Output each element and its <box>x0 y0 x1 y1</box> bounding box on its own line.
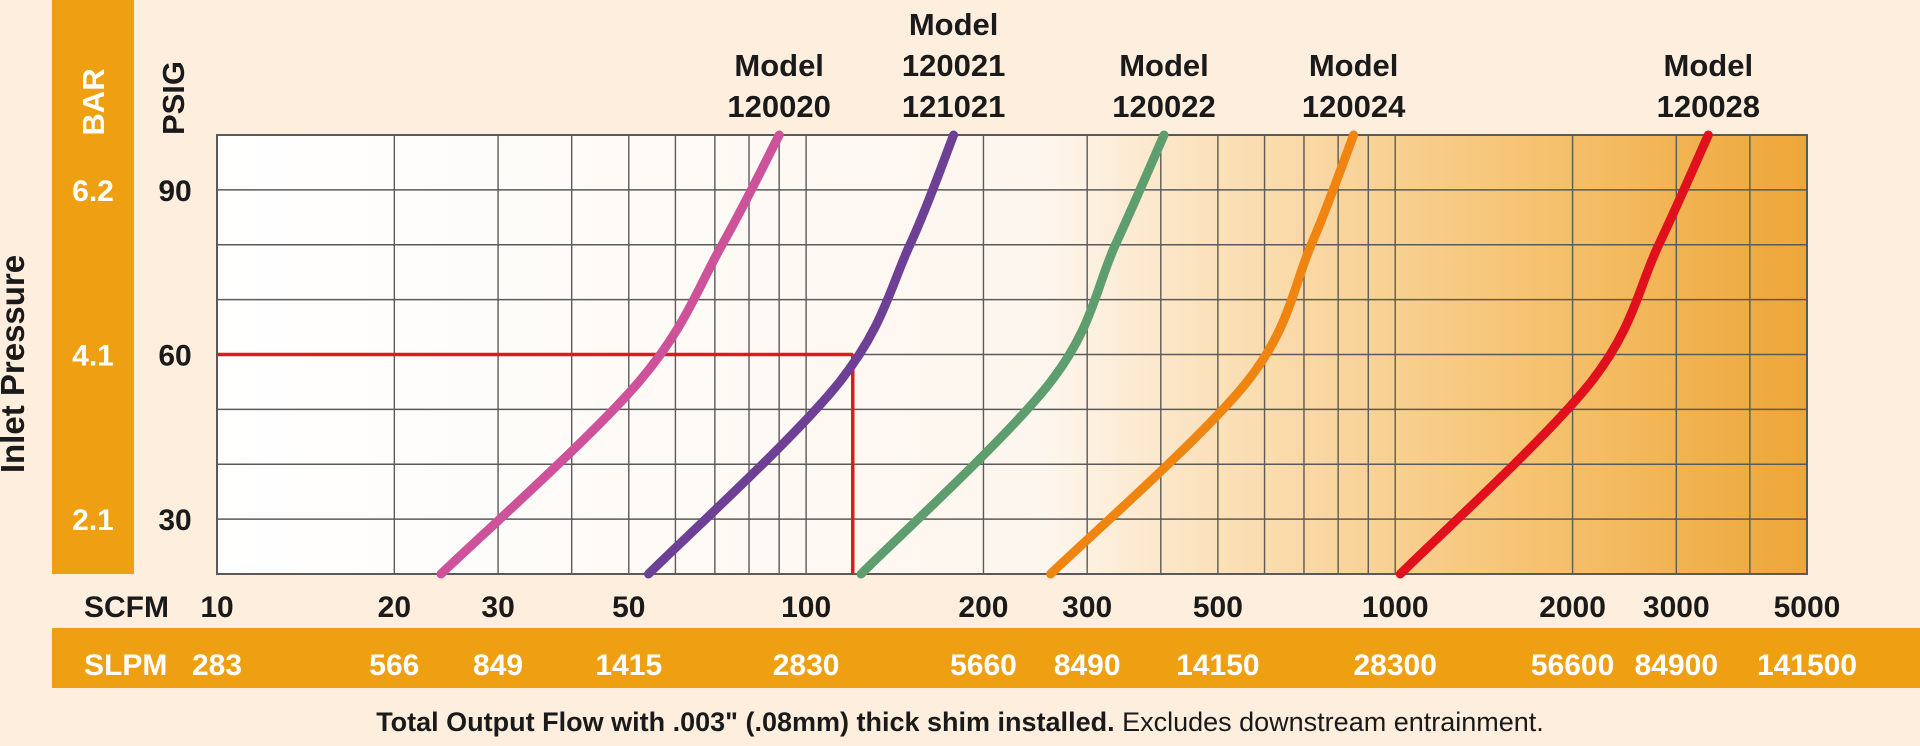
caption-rest: Excludes downstream entrainment. <box>1115 707 1544 737</box>
model-label-line: Model <box>909 7 999 42</box>
slpm-tick-label: 2830 <box>773 649 840 682</box>
curve-model-120024 <box>1046 130 1359 579</box>
scfm-tick-label: 200 <box>958 591 1008 624</box>
model-label-line: 120024 <box>1302 89 1406 124</box>
scfm-tick-label: 50 <box>612 591 645 624</box>
slpm-tick-label: 8490 <box>1054 649 1121 682</box>
model-label-120024: Model 120024 <box>1302 48 1406 124</box>
bar-axis-label: BAR <box>76 68 111 135</box>
slpm-tick-label: 566 <box>369 649 419 682</box>
model-label-line: Model <box>734 48 824 83</box>
x-tick-labels: 10 283 20 566 30 849 50 1415 100 2830 200 5660 300 84… <box>192 591 1857 682</box>
scfm-tick-label: 100 <box>781 591 831 624</box>
slpm-tick-label: 28300 <box>1354 649 1437 682</box>
slpm-tick-label: 283 <box>192 649 242 682</box>
bar-tick-label: 4.1 <box>72 340 114 373</box>
bar-tick-label: 6.2 <box>72 175 114 208</box>
slpm-tick-label: 1415 <box>595 649 662 682</box>
slpm-axis-label: SLPM <box>84 649 167 682</box>
model-label-120028: Model 120028 <box>1657 48 1760 124</box>
example-lookup-lines <box>217 352 855 574</box>
psig-tick-label: 30 <box>158 504 191 537</box>
slpm-tick-label: 849 <box>473 649 523 682</box>
scfm-tick-label: 2000 <box>1539 591 1606 624</box>
scfm-tick-label: 20 <box>378 591 411 624</box>
slpm-tick-label: 141500 <box>1757 649 1857 682</box>
scfm-tick-label: 300 <box>1062 591 1112 624</box>
curve-model-120021-121021 <box>644 130 959 579</box>
model-label-line: 120022 <box>1112 89 1215 124</box>
model-label-line: 121021 <box>902 89 1005 124</box>
psig-tick-label: 90 <box>158 175 191 208</box>
model-label-120022: Model 120022 <box>1112 48 1215 124</box>
chart-caption: Total Output Flow with .003" (.08mm) thi… <box>376 707 1544 737</box>
psig-tick-label: 60 <box>158 340 191 373</box>
scfm-tick-label: 1000 <box>1362 591 1429 624</box>
caption-bold: Total Output Flow with .003" (.08mm) thi… <box>376 707 1114 737</box>
model-label-line: Model <box>1119 48 1209 83</box>
psig-axis-label: PSIG <box>156 61 191 135</box>
scfm-tick-label: 5000 <box>1774 591 1841 624</box>
model-label-line: 120028 <box>1657 89 1760 124</box>
curve-model-120020 <box>436 130 784 579</box>
scfm-tick-label: 3000 <box>1643 591 1710 624</box>
y-tick-labels: 90 6.2 60 4.1 30 2.1 <box>72 175 192 537</box>
curve-model-120022 <box>856 130 1169 579</box>
slpm-axis-band <box>52 628 1920 688</box>
scfm-tick-label: 500 <box>1193 591 1243 624</box>
slpm-tick-label: 14150 <box>1176 649 1259 682</box>
y-axis-title: Inlet Pressure <box>0 255 31 473</box>
scfm-axis-label: SCFM <box>84 591 169 624</box>
model-label-line: 120020 <box>727 89 830 124</box>
slpm-tick-label: 5660 <box>950 649 1017 682</box>
model-label-line: Model <box>1664 48 1754 83</box>
bar-axis-band <box>52 0 134 574</box>
model-label-line: Model <box>1309 48 1399 83</box>
model-label-line: 120021 <box>902 48 1005 83</box>
scfm-tick-label: 30 <box>481 591 514 624</box>
slpm-tick-label: 56600 <box>1531 649 1614 682</box>
slpm-tick-label: 84900 <box>1635 649 1718 682</box>
model-label-120020: Model 120020 <box>727 48 830 124</box>
curve-model-120028 <box>1395 130 1713 579</box>
model-label-120021-121021: Model 120021 121021 <box>902 7 1005 124</box>
model-curves <box>436 130 1713 579</box>
bar-tick-label: 2.1 <box>72 504 114 537</box>
scfm-tick-label: 10 <box>200 591 233 624</box>
